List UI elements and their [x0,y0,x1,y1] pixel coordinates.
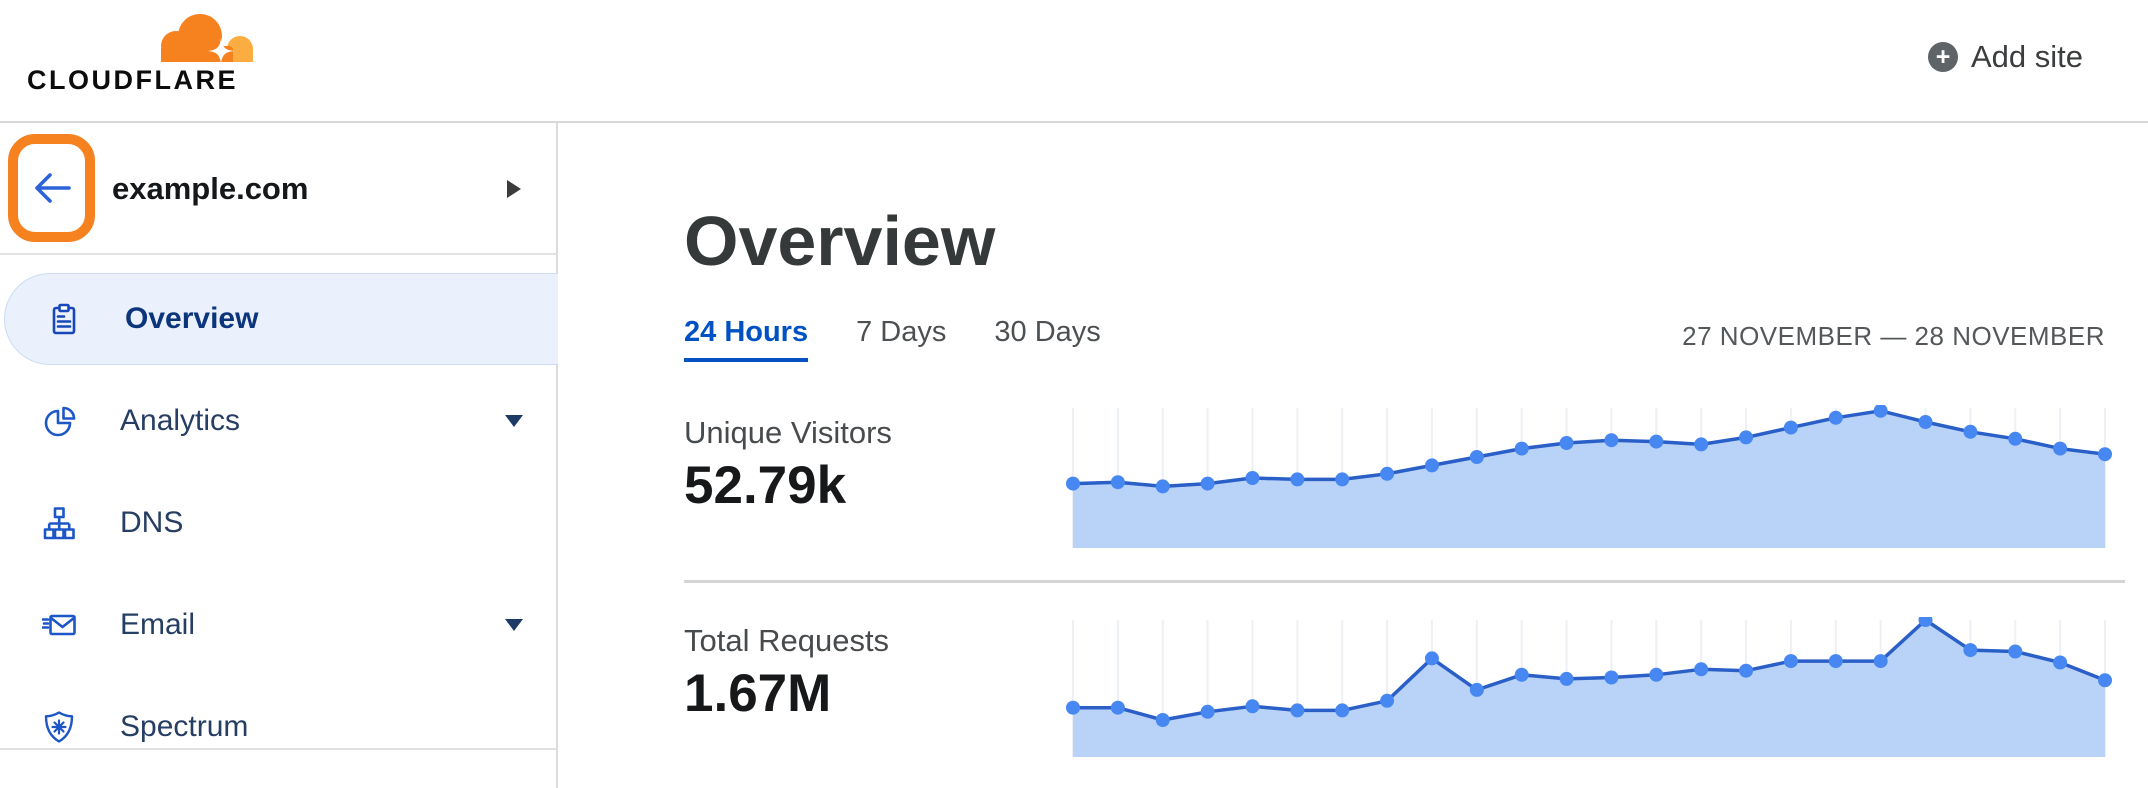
cloudflare-cloud-icon [161,14,253,64]
page-title: Overview [684,202,996,280]
sidebar-item-dns[interactable]: DNS [0,477,558,569]
site-header-row: example.com [0,123,558,255]
site-name[interactable]: example.com [112,171,309,206]
date-range-label: 27 NOVEMBER — 28 NOVEMBER [1682,321,2105,351]
sidebar-divider [0,748,558,750]
email-icon [41,608,76,642]
main-content: Overview 24 Hours 7 Days 30 Days 27 NOVE… [560,123,2148,788]
back-button-highlight[interactable] [8,134,95,242]
sidebar-item-label: DNS [120,506,184,539]
add-site-button[interactable]: + Add site [1928,36,2083,78]
sidebar-item-analytics[interactable]: Analytics [0,375,558,467]
cloudflare-wordmark: CLOUDFLARE [27,65,238,95]
sidebar-item-label: Overview [125,302,259,335]
tab-24-hours[interactable]: 24 Hours [684,316,809,362]
shield-icon [42,710,76,744]
sidebar-item-overview[interactable]: Overview [4,273,558,365]
total-requests-value: 1.67M [684,664,832,723]
chevron-down-icon[interactable] [505,619,523,631]
site-expand-icon[interactable] [507,180,521,198]
unique-visitors-chart [1066,405,2112,548]
sidebar-item-spectrum[interactable]: Spectrum [0,681,558,773]
section-divider [684,580,2125,583]
sidebar-item-label: Analytics [120,404,241,437]
unique-visitors-value: 52.79k [684,456,847,515]
total-requests-chart [1066,617,2112,757]
dns-tree-icon [42,506,76,540]
back-arrow-icon [34,173,71,203]
time-range-tabs: 24 Hours 7 Days 30 Days [684,316,1101,362]
total-requests-label: Total Requests [684,623,890,658]
clipboard-icon [47,303,81,337]
chevron-down-icon[interactable] [505,415,523,427]
add-site-label: Add site [1971,39,2084,74]
sidebar-item-label: Email [120,608,196,641]
sidebar: example.com Overview Analytics [0,123,558,788]
pie-chart-icon [42,404,76,438]
plus-icon: + [1928,42,1958,72]
tab-7-days[interactable]: 7 Days [856,316,947,348]
unique-visitors-label: Unique Visitors [684,415,892,450]
cloudflare-logo[interactable]: CLOUDFLARE [27,8,262,98]
sidebar-item-email[interactable]: Email [0,579,558,671]
sidebar-item-label: Spectrum [120,710,249,743]
tab-30-days[interactable]: 30 Days [994,316,1101,348]
top-header: CLOUDFLARE + Add site [0,0,2148,123]
